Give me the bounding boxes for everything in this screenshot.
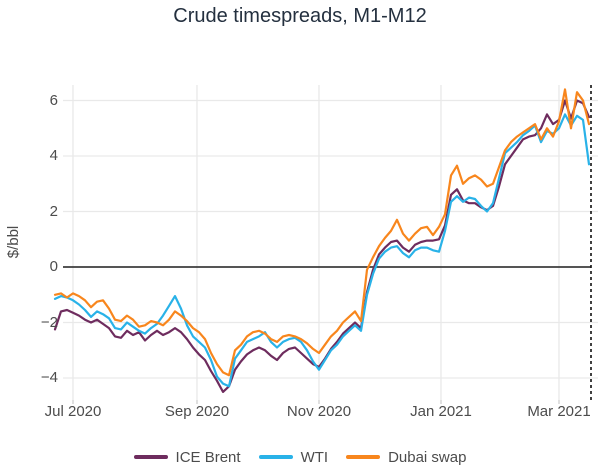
y-tick-label: 2 — [49, 202, 58, 220]
legend-label: Dubai swap — [388, 448, 467, 466]
legend-item-dubai-swap[interactable]: Dubai swap — [346, 449, 466, 466]
legend-label: WTI — [300, 448, 329, 466]
x-tick-label: Jul 2020 — [44, 403, 102, 420]
x-tick-label: Sep 2020 — [164, 403, 230, 420]
x-tick-label: Mar 2021 — [527, 403, 591, 420]
legend-item-wti[interactable]: WTI — [258, 448, 329, 466]
legend-swatch — [133, 455, 168, 459]
y-tick-label: 6 — [49, 91, 58, 109]
legend-label: ICE Brent — [175, 448, 241, 466]
legend-swatch — [346, 455, 381, 459]
series-line-ice-brent — [53, 99, 591, 393]
y-tick-label: 0 — [49, 258, 58, 275]
chart-title: Crude timespreads, M1-M12 — [173, 5, 427, 27]
series-line-wti — [53, 113, 591, 388]
legend: ICE Brent WTI Dubai swap — [0, 444, 600, 470]
y-tick-label: 4 — [49, 147, 58, 164]
legend-swatch — [258, 455, 293, 459]
x-tick-label: Jan 2021 — [410, 403, 472, 420]
y-tick-label: −4 — [40, 369, 58, 386]
legend-item-ice-brent[interactable]: ICE Brent — [133, 448, 241, 466]
y-tick-label: −2 — [40, 313, 58, 331]
x-tick-label: Nov 2020 — [286, 403, 352, 420]
series-line-dubai-swap — [53, 88, 591, 377]
